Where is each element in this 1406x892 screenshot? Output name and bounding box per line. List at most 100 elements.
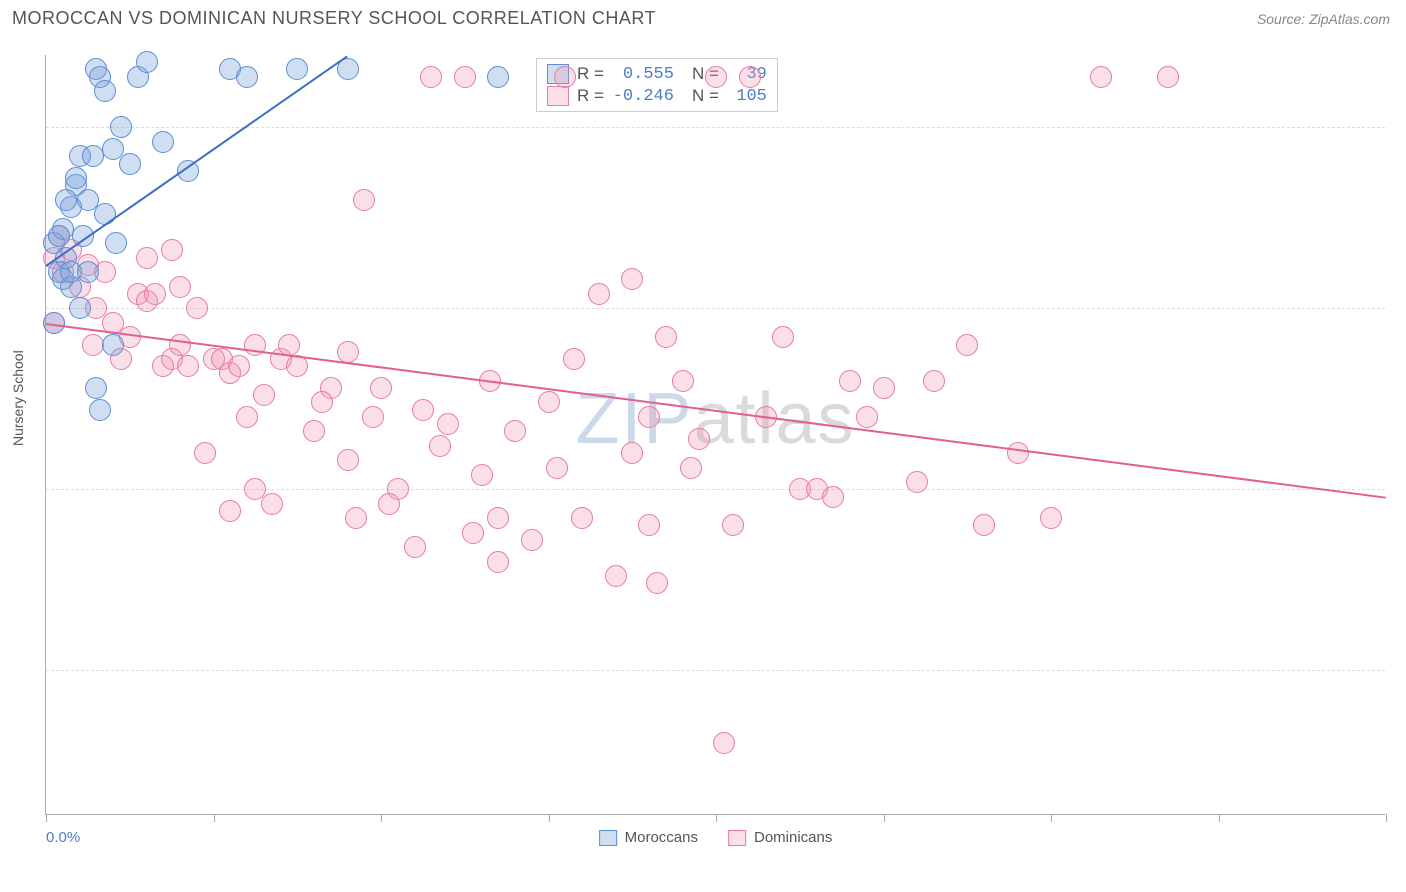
legend-swatch-dominicans bbox=[728, 830, 746, 846]
data-point-dominican bbox=[169, 334, 191, 356]
legend-item-moroccans: Moroccans bbox=[599, 829, 698, 846]
plot-area: ZIPatlas R = 0.555 N = 39 R = -0.246 N =… bbox=[45, 55, 1385, 815]
x-tick bbox=[549, 814, 550, 822]
series-legend: Moroccans Dominicans bbox=[599, 829, 833, 846]
watermark: ZIPatlas bbox=[575, 378, 855, 460]
data-point-dominican bbox=[370, 377, 392, 399]
data-point-dominican bbox=[1157, 66, 1179, 88]
data-point-dominican bbox=[437, 413, 459, 435]
data-point-dominican bbox=[161, 239, 183, 261]
data-point-dominican bbox=[1040, 507, 1062, 529]
data-point-moroccan bbox=[136, 51, 158, 73]
data-point-dominican bbox=[261, 493, 283, 515]
data-point-moroccan bbox=[110, 116, 132, 138]
gridline bbox=[46, 127, 1385, 128]
data-point-dominican bbox=[228, 355, 250, 377]
data-point-dominican bbox=[621, 442, 643, 464]
data-point-dominican bbox=[504, 420, 526, 442]
data-point-moroccan bbox=[48, 225, 70, 247]
legend-item-dominicans: Dominicans bbox=[728, 829, 832, 846]
data-point-dominican bbox=[739, 66, 761, 88]
data-point-dominican bbox=[429, 435, 451, 457]
data-point-moroccan bbox=[89, 399, 111, 421]
data-point-dominican bbox=[1007, 442, 1029, 464]
data-point-moroccan bbox=[487, 66, 509, 88]
x-tick bbox=[716, 814, 717, 822]
data-point-dominican bbox=[655, 326, 677, 348]
data-point-dominican bbox=[873, 377, 895, 399]
data-point-dominican bbox=[563, 348, 585, 370]
data-point-dominican bbox=[337, 341, 359, 363]
source-attribution: Source: ZipAtlas.com bbox=[1257, 11, 1390, 27]
data-point-dominican bbox=[973, 514, 995, 536]
y-axis-title: Nursery School bbox=[10, 350, 26, 446]
data-point-dominican bbox=[956, 334, 978, 356]
data-point-dominican bbox=[278, 334, 300, 356]
data-point-dominican bbox=[713, 732, 735, 754]
data-point-dominican bbox=[454, 66, 476, 88]
legend-row-dominicans: R = -0.246 N = 105 bbox=[547, 85, 767, 107]
x-tick bbox=[46, 814, 47, 822]
data-point-dominican bbox=[345, 507, 367, 529]
data-point-moroccan bbox=[85, 377, 107, 399]
data-point-moroccan bbox=[77, 261, 99, 283]
data-point-dominican bbox=[144, 283, 166, 305]
data-point-dominican bbox=[303, 420, 325, 442]
data-point-dominican bbox=[538, 391, 560, 413]
data-point-dominican bbox=[462, 522, 484, 544]
data-point-dominican bbox=[487, 551, 509, 573]
data-point-moroccan bbox=[102, 334, 124, 356]
legend-row-moroccans: R = 0.555 N = 39 bbox=[547, 63, 767, 85]
data-point-dominican bbox=[772, 326, 794, 348]
data-point-dominican bbox=[839, 370, 861, 392]
data-point-dominican bbox=[521, 529, 543, 551]
data-point-dominican bbox=[1090, 66, 1112, 88]
legend-swatch-moroccans bbox=[599, 830, 617, 846]
data-point-dominican bbox=[471, 464, 493, 486]
data-point-moroccan bbox=[94, 203, 116, 225]
data-point-dominican bbox=[253, 384, 275, 406]
data-point-dominican bbox=[82, 334, 104, 356]
data-point-dominican bbox=[194, 442, 216, 464]
data-point-dominican bbox=[219, 500, 241, 522]
x-tick bbox=[214, 814, 215, 822]
data-point-dominican bbox=[638, 514, 660, 536]
data-point-dominican bbox=[638, 406, 660, 428]
data-point-dominican bbox=[621, 268, 643, 290]
data-point-dominican bbox=[588, 283, 610, 305]
data-point-dominican bbox=[186, 297, 208, 319]
x-tick bbox=[1051, 814, 1052, 822]
data-point-moroccan bbox=[94, 80, 116, 102]
data-point-moroccan bbox=[236, 66, 258, 88]
data-point-dominican bbox=[680, 457, 702, 479]
gridline bbox=[46, 308, 1385, 309]
data-point-dominican bbox=[169, 276, 191, 298]
data-point-dominican bbox=[404, 536, 426, 558]
x-tick bbox=[381, 814, 382, 822]
data-point-dominican bbox=[605, 565, 627, 587]
data-point-dominican bbox=[705, 66, 727, 88]
gridline bbox=[46, 670, 1385, 671]
data-point-dominican bbox=[672, 370, 694, 392]
data-point-dominican bbox=[337, 449, 359, 471]
x-axis-min-label: 0.0% bbox=[46, 829, 80, 846]
x-tick bbox=[884, 814, 885, 822]
data-point-moroccan bbox=[105, 232, 127, 254]
data-point-moroccan bbox=[55, 189, 77, 211]
data-point-dominican bbox=[311, 391, 333, 413]
data-point-moroccan bbox=[286, 58, 308, 80]
data-point-moroccan bbox=[65, 167, 87, 189]
data-point-dominican bbox=[136, 247, 158, 269]
x-tick bbox=[1386, 814, 1387, 822]
chart-title: MOROCCAN VS DOMINICAN NURSERY SCHOOL COR… bbox=[12, 8, 656, 29]
data-point-dominican bbox=[378, 493, 400, 515]
data-point-dominican bbox=[177, 355, 199, 377]
data-point-dominican bbox=[906, 471, 928, 493]
data-point-dominican bbox=[487, 507, 509, 529]
data-point-dominican bbox=[722, 514, 744, 536]
data-point-dominican bbox=[353, 189, 375, 211]
data-point-dominican bbox=[554, 66, 576, 88]
data-point-dominican bbox=[688, 428, 710, 450]
data-point-dominican bbox=[571, 507, 593, 529]
data-point-dominican bbox=[822, 486, 844, 508]
